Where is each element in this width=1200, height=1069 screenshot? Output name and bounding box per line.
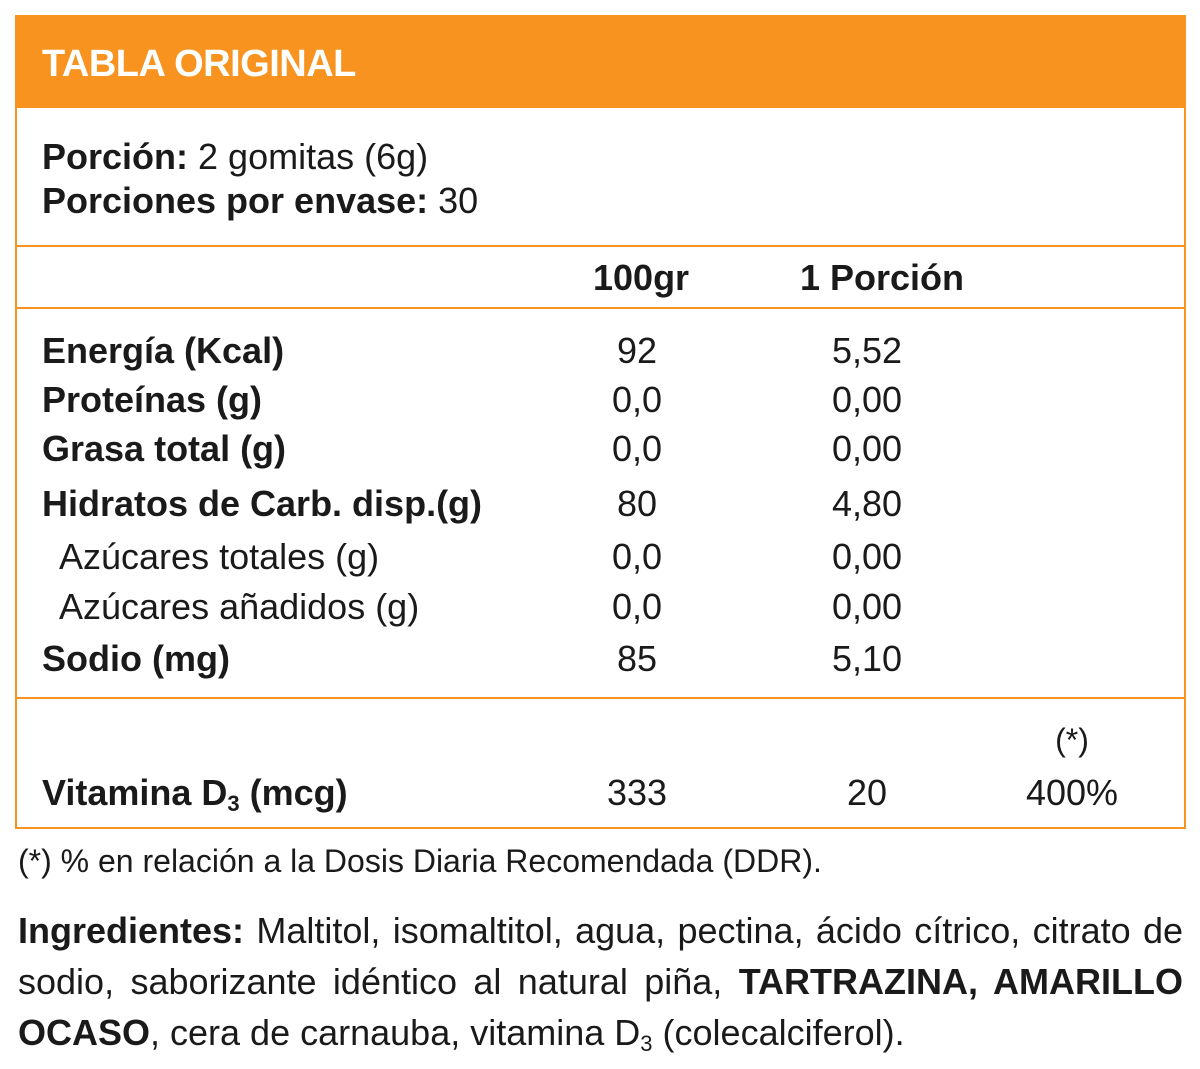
ingredients-paragraph: Ingredientes: Maltitol, isomaltitol, agu… [18, 905, 1183, 1069]
row-label-protein: Proteínas (g) [42, 379, 263, 420]
column-header-portion: 1 Porción [800, 257, 965, 298]
portion-label: Porción: [42, 136, 189, 177]
portion-value: 2 gomitas (6g) [188, 136, 429, 177]
row-label-fat: Grasa total (g) [42, 428, 287, 469]
ingredients-subscript: 3 [640, 1031, 653, 1056]
row-value-sodium-portion: 5,10 [831, 638, 903, 679]
row-value-total-sugars-100gr: 0,0 [611, 536, 663, 577]
divider-line [17, 697, 1184, 699]
portions-per-container-value: 30 [428, 180, 479, 221]
row-value-protein-portion: 0,00 [831, 379, 903, 420]
row-label-energy: Energía (Kcal) [42, 330, 285, 371]
row-value-added-sugars-100gr: 0,0 [611, 586, 663, 627]
row-value-vitamin-portion: 20 [846, 772, 888, 813]
vitamin-label-subscript: 3 [227, 791, 240, 816]
nutrition-table: TABLA ORIGINAL Porción: 2 gomitas (6g) P… [15, 15, 1186, 829]
row-value-total-sugars-portion: 0,00 [831, 536, 903, 577]
row-value-added-sugars-portion: 0,00 [831, 586, 903, 627]
row-label-sodium: Sodio (mg) [42, 638, 230, 679]
row-label-total-sugars: Azúcares totales (g) [59, 536, 380, 577]
ingredients-text-1: Maltitol, isomaltitol, agua, pectina, ác… [18, 910, 1183, 1002]
ingredients-label: Ingredientes: [18, 910, 245, 951]
vitamin-percent-value: 400% [1025, 772, 1119, 813]
row-value-fat-100gr: 0,0 [611, 428, 663, 469]
row-value-vitamin-100gr: 333 [606, 772, 668, 813]
table-header-bar: TABLA ORIGINAL [17, 17, 1184, 108]
row-label-vitamin-d3: Vitamina D3 (mcg) [42, 772, 348, 817]
table-title: TABLA ORIGINAL [42, 43, 356, 85]
ingredients-colorants: TARTRAZINA, AMARILLO OCASO [18, 961, 1183, 1053]
serving-info: Porción: 2 gomitas (6g) Porciones por en… [42, 135, 478, 223]
divider-line [17, 307, 1184, 309]
ddr-footnote: (*) % en relación a la Dosis Diaria Reco… [18, 843, 822, 879]
row-value-energy-portion: 5,52 [831, 330, 903, 371]
row-value-sodium-100gr: 85 [616, 638, 658, 679]
row-label-added-sugars: Azúcares añadidos (g) [59, 586, 420, 627]
column-header-100gr: 100gr [593, 257, 690, 298]
row-value-fat-portion: 0,00 [831, 428, 903, 469]
divider-line [17, 245, 1184, 247]
row-value-carbs-100gr: 80 [616, 483, 658, 524]
ingredients-text-3: (colecalciferol). [652, 1012, 905, 1053]
row-value-energy-100gr: 92 [616, 330, 658, 371]
vitamin-label-unit: (mcg) [239, 772, 348, 813]
vitamin-label-main: Vitamina D [42, 772, 228, 813]
ingredients-text-2: , cera de carnauba, vitamina D [150, 1012, 641, 1053]
portions-per-container-label: Porciones por envase: [42, 180, 429, 221]
vitamin-percent-marker: (*) [1055, 722, 1089, 758]
row-value-protein-100gr: 0,0 [611, 379, 663, 420]
row-label-carbs: Hidratos de Carb. disp.(g) [42, 483, 483, 524]
row-value-carbs-portion: 4,80 [831, 483, 903, 524]
